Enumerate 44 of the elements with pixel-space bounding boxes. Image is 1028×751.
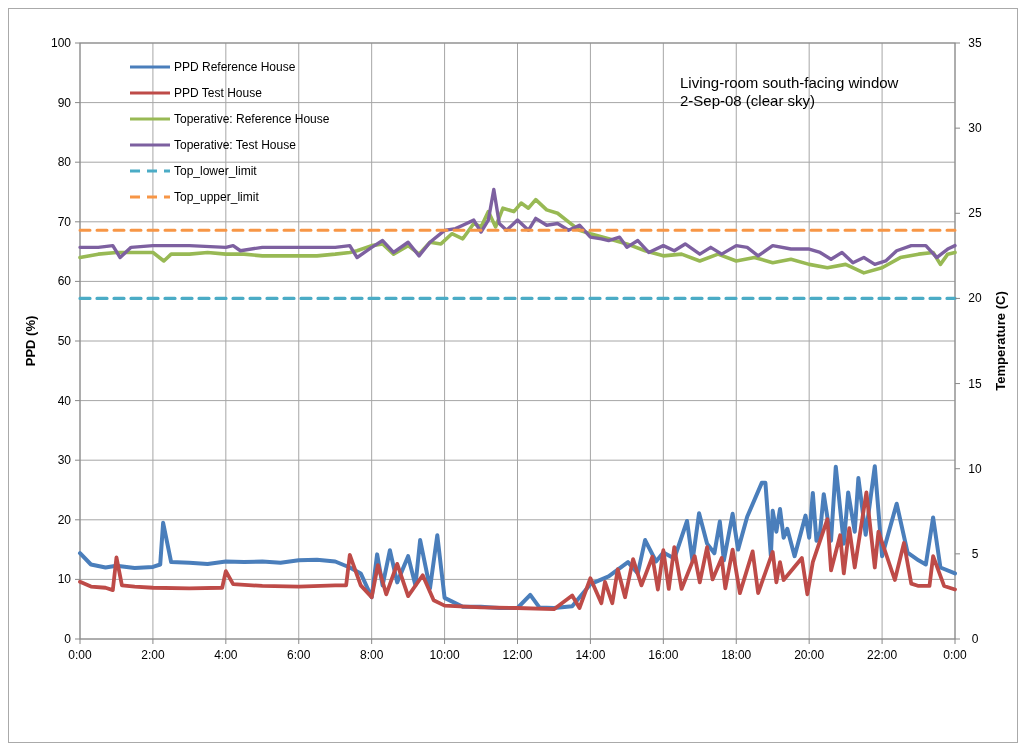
y-tick-label: 100 bbox=[50, 36, 72, 50]
y2-tick-label: 0 bbox=[971, 632, 979, 646]
x-tick-label: 20:00 bbox=[794, 648, 825, 662]
y-tick-label: 30 bbox=[57, 453, 72, 468]
y2-tick-label: 25 bbox=[968, 206, 982, 221]
y-tick-label: 90 bbox=[57, 95, 72, 110]
x-tick-label: 2:00 bbox=[141, 648, 165, 662]
y2-tick-label: 35 bbox=[968, 36, 982, 50]
y-tick-label: 60 bbox=[57, 274, 72, 289]
x-tick-label: 4:00 bbox=[214, 648, 238, 662]
line-series bbox=[78, 490, 957, 612]
x-tick-label: 16:00 bbox=[648, 648, 679, 662]
y2-tick-label: 15 bbox=[968, 376, 982, 391]
x-tick-label: 6:00 bbox=[287, 648, 311, 662]
text: Living-room south-facing window bbox=[680, 74, 899, 91]
x-tick-label: 14:00 bbox=[575, 648, 606, 662]
legend-label: Top_lower_limit bbox=[174, 164, 258, 178]
x-tick-label: 18:00 bbox=[721, 648, 752, 662]
y2-tick-label: 30 bbox=[968, 121, 982, 136]
y2-tick-label: 5 bbox=[971, 546, 979, 561]
y-tick-label: 0 bbox=[64, 632, 72, 646]
legend-label: Top_upper_limit bbox=[174, 190, 260, 204]
x-tick-label: 8:00 bbox=[359, 648, 384, 662]
y-tick-label: 10 bbox=[57, 572, 72, 587]
y-tick-label: 50 bbox=[57, 334, 72, 348]
y2-tick-label: 20 bbox=[968, 291, 982, 306]
line-series bbox=[78, 187, 957, 267]
y-tick-label: 70 bbox=[57, 214, 72, 229]
y-tick-label: 20 bbox=[57, 512, 72, 527]
legend-label: PPD Test House bbox=[174, 86, 263, 100]
x-tick-label: 22:00 bbox=[867, 648, 898, 662]
x-tick-label: 0:00 bbox=[943, 648, 967, 662]
legend-label: Toperative: Test House bbox=[174, 138, 297, 152]
y-tick-label: 40 bbox=[57, 393, 72, 408]
y2-axis-title: Temperature (C) bbox=[993, 291, 1008, 391]
x-tick-label: 12:00 bbox=[502, 648, 533, 662]
text: 2-Sep-08 (clear sky) bbox=[680, 92, 816, 109]
legend-label: Toperative: Reference House bbox=[174, 112, 330, 126]
y-axis-title: PPD (%) bbox=[23, 315, 38, 367]
x-tick-label: 10:00 bbox=[429, 648, 460, 662]
y-tick-label: 80 bbox=[57, 155, 72, 170]
y2-tick-label: 10 bbox=[968, 461, 982, 476]
x-tick-label: 0:00 bbox=[68, 648, 92, 662]
legend-label: PPD Reference House bbox=[174, 60, 296, 74]
